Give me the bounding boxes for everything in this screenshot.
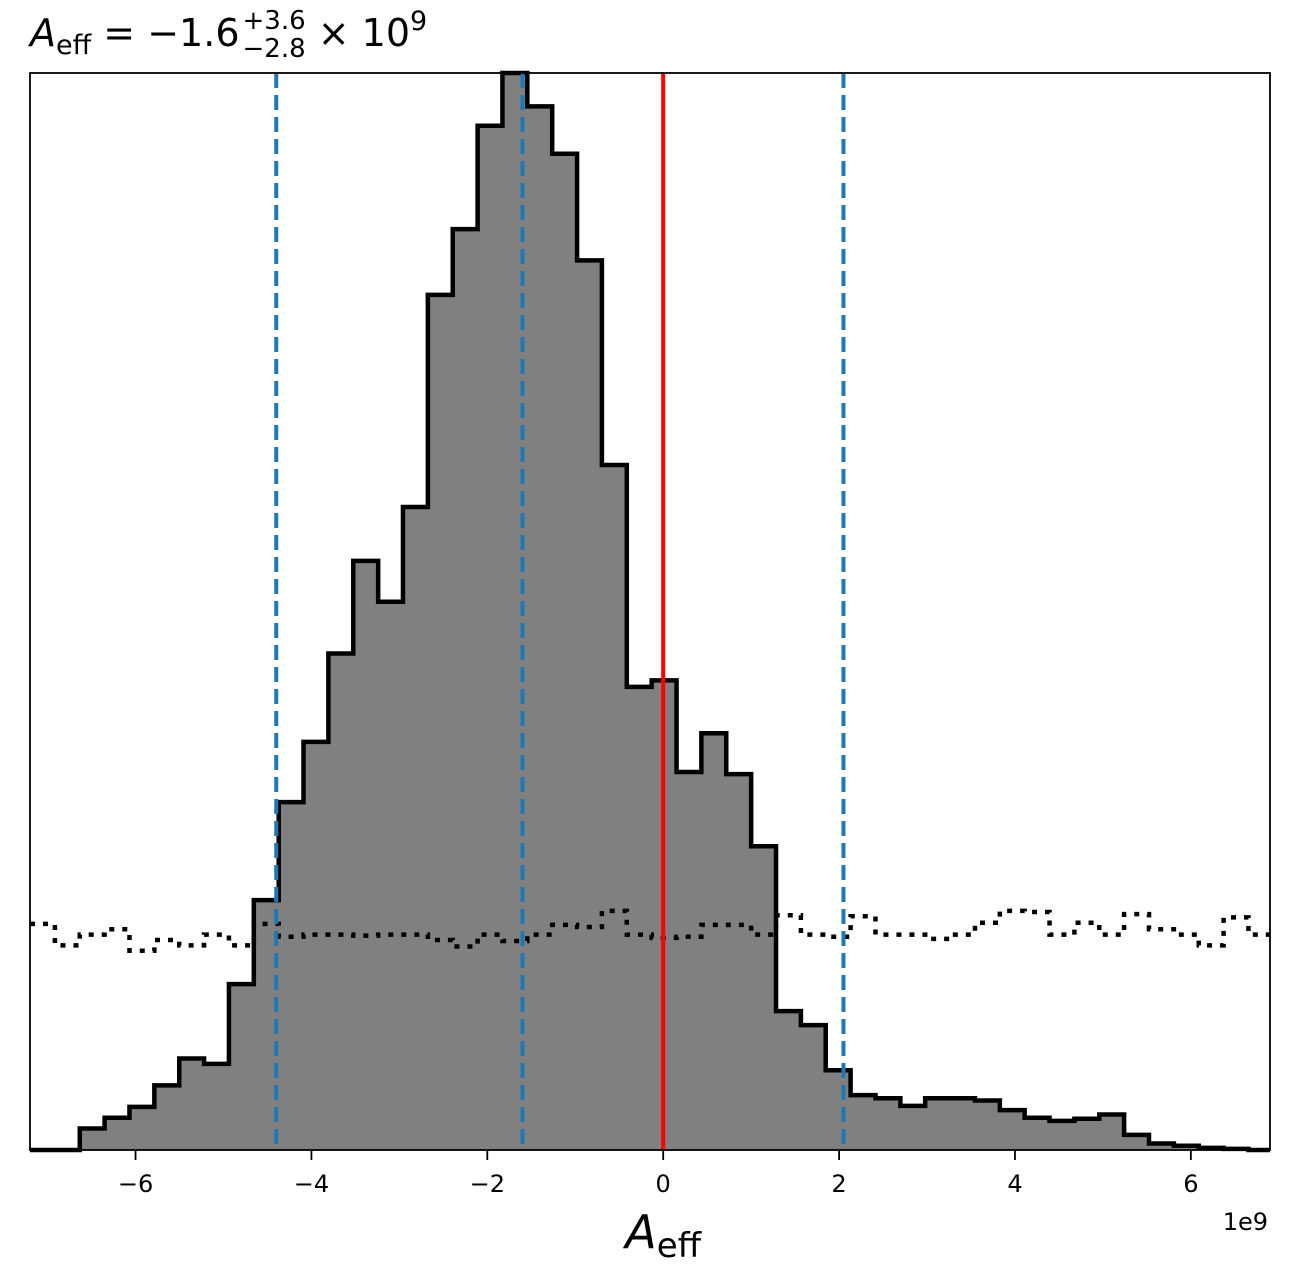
prior-dotted-line <box>30 908 1270 954</box>
x-label-symbol: A <box>622 1205 656 1259</box>
title-exponent: 9 <box>410 6 427 37</box>
x-tick-label: −2 <box>470 1170 505 1198</box>
histogram-bar <box>1124 1134 1150 1150</box>
histogram-bar <box>776 1011 802 1150</box>
histogram-bar <box>378 601 404 1150</box>
histogram-bar <box>825 1070 852 1150</box>
histogram-bar <box>850 1095 877 1150</box>
x-axis-ticks: −6 −4 −2 0 2 4 6 <box>118 1150 1198 1198</box>
histogram-bar <box>452 229 479 1151</box>
prior-step-line <box>30 908 1270 954</box>
histogram-bar <box>1024 1117 1051 1150</box>
histogram-bar <box>402 507 429 1150</box>
x-tick-label: −4 <box>294 1170 329 1198</box>
histogram-outline <box>30 70 1270 1153</box>
title-multiplier: × 10 <box>306 11 410 55</box>
histogram-bar <box>129 1106 155 1150</box>
histogram-bar <box>1099 1114 1125 1150</box>
title-symbol-subscript: eff <box>56 30 93 61</box>
histogram-bar <box>974 1100 1001 1150</box>
histogram-bar <box>303 741 329 1150</box>
histogram-bar <box>1074 1118 1100 1150</box>
x-tick-label: 6 <box>1183 1170 1198 1198</box>
histogram-bar <box>701 733 727 1150</box>
histogram-bar <box>179 1058 205 1150</box>
histogram-bar <box>328 653 354 1150</box>
histogram-bar <box>204 1063 230 1150</box>
title-symbol: A <box>27 11 56 55</box>
histogram-bar <box>104 1117 131 1150</box>
histogram-bar <box>1049 1120 1076 1150</box>
histogram-bar <box>800 1025 827 1150</box>
title-lower-error: −2.8 <box>243 34 306 64</box>
histogram-bar <box>427 294 454 1150</box>
histogram-bar <box>751 846 777 1150</box>
histogram-bar <box>278 802 305 1150</box>
title-text: Aeff = −1.6 +3.6 −2.8 × 109 <box>27 6 427 64</box>
x-label-subscript: eff <box>657 1226 703 1266</box>
x-tick-label: 4 <box>1007 1170 1022 1198</box>
histogram-bar <box>79 1128 106 1150</box>
histogram-bar <box>726 774 752 1150</box>
histogram-bar <box>999 1110 1026 1150</box>
histogram-bar <box>626 686 653 1150</box>
title-value: = −1.6 <box>91 11 239 55</box>
x-axis-offset-label: 1e9 <box>1223 1208 1268 1236</box>
histogram-bar <box>228 984 255 1150</box>
x-tick-label: 0 <box>656 1170 671 1198</box>
histogram-bar <box>925 1098 951 1150</box>
x-tick-label: 2 <box>831 1170 846 1198</box>
histogram-bar <box>353 560 379 1150</box>
chart-title: Aeff = −1.6 +3.6 −2.8 × 109 <box>27 6 427 64</box>
histogram-bar <box>1148 1143 1175 1150</box>
histogram-bar <box>552 153 578 1150</box>
histogram-bar <box>950 1098 976 1150</box>
histogram-bars <box>30 70 1270 1153</box>
x-label-text: Aeff <box>622 1205 702 1266</box>
histogram-bar <box>900 1105 926 1150</box>
histogram-bar <box>601 465 628 1150</box>
histogram-bar <box>676 771 702 1150</box>
histogram-bar <box>154 1085 180 1150</box>
x-tick-label: −6 <box>118 1170 153 1198</box>
plot-frame <box>29 72 1271 1151</box>
reference-lines <box>274 73 846 1150</box>
histogram-bar <box>527 106 553 1151</box>
title-upper-error: +3.6 <box>243 6 306 36</box>
histogram-bar <box>875 1098 901 1150</box>
histogram-bar <box>577 260 603 1150</box>
x-axis-label: Aeff <box>622 1205 702 1266</box>
histogram-bar <box>477 125 504 1151</box>
